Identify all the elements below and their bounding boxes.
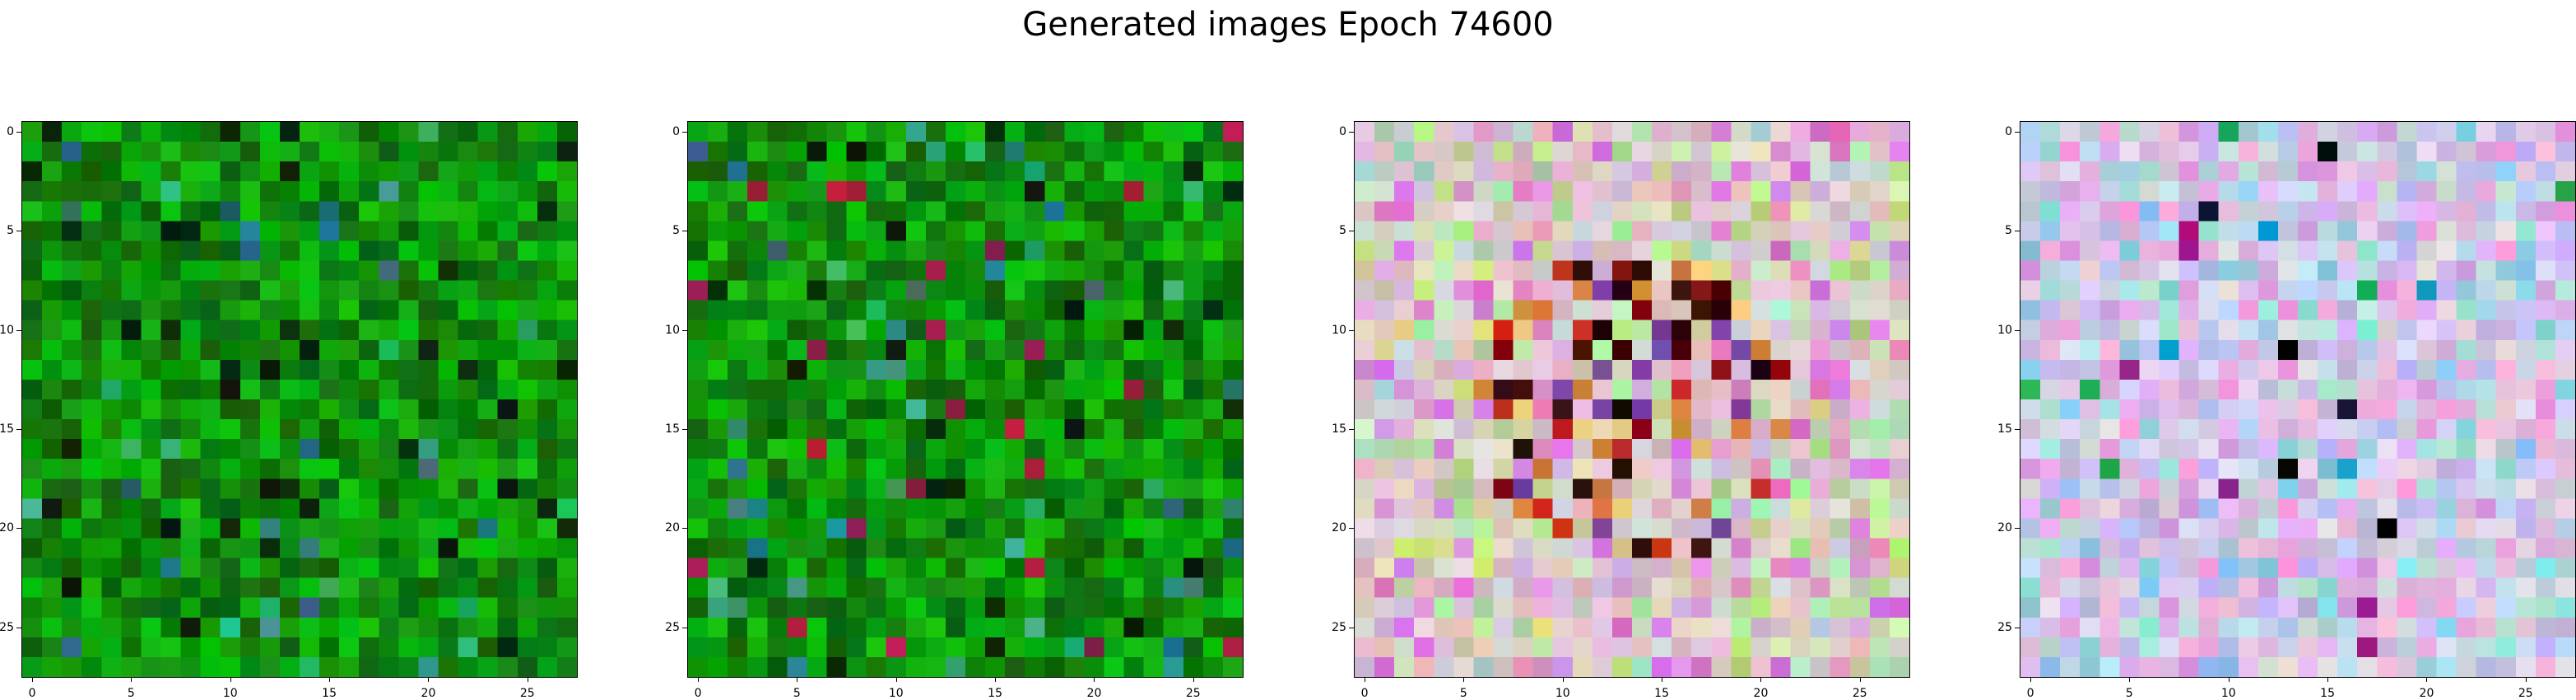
x-tick-label: 20 (1086, 687, 1102, 700)
y-tick-label: 10 (1997, 323, 2012, 337)
x-tick-label: 20 (1753, 687, 1769, 700)
x-tick-label: 5 (2125, 687, 2133, 700)
x-tick-label: 5 (127, 687, 135, 700)
x-tick-label: 15 (1654, 687, 1670, 700)
y-tick-label: 20 (1997, 521, 2012, 535)
y-tick-label: 15 (1997, 422, 2012, 436)
y-tick-label: 25 (0, 620, 14, 634)
x-tick-label: 0 (694, 687, 702, 700)
x-tick-mark (1760, 677, 1762, 682)
generated-image-panel-4: 0 0 5 5 10 10 15 15 20 20 25 25 (1997, 121, 2576, 699)
x-tick-mark (329, 677, 331, 682)
x-tick-label: 25 (519, 687, 535, 700)
x-tick-mark (1859, 677, 1861, 682)
x-tick-mark (2228, 677, 2230, 682)
y-tick-label: 5 (7, 224, 14, 238)
x-tick-label: 5 (1459, 687, 1467, 700)
figure-title: Generated images Epoch 74600 (1022, 6, 1554, 44)
y-tick-label: 20 (665, 521, 680, 535)
y-tick-label: 15 (1332, 422, 1346, 436)
x-tick-mark (230, 677, 231, 682)
x-tick-mark (1562, 677, 1564, 682)
y-tick-label: 10 (1332, 323, 1346, 337)
x-tick-mark (1463, 677, 1465, 682)
y-tick-mark (16, 528, 21, 530)
y-tick-label: 25 (1332, 620, 1346, 634)
x-tick-mark (428, 677, 430, 682)
y-tick-label: 5 (1339, 224, 1346, 238)
x-tick-mark (2327, 677, 2329, 682)
x-tick-mark (2030, 677, 2032, 682)
x-tick-mark (895, 677, 897, 682)
y-tick-mark (682, 429, 687, 431)
x-tick-label: 10 (222, 687, 238, 700)
x-tick-label: 20 (2419, 687, 2434, 700)
generated-image-1 (22, 122, 577, 677)
y-tick-label: 5 (2005, 224, 2012, 238)
x-tick-label: 10 (888, 687, 904, 700)
y-tick-label: 0 (1339, 125, 1346, 139)
y-tick-label: 15 (665, 422, 680, 436)
y-tick-mark (682, 528, 687, 530)
y-tick-mark (16, 329, 21, 331)
x-tick-label: 15 (322, 687, 337, 700)
x-tick-mark (995, 677, 997, 682)
x-tick-label: 0 (1360, 687, 1369, 700)
x-tick-label: 25 (1185, 687, 1201, 700)
generated-image-4 (2020, 122, 2575, 677)
y-tick-label: 10 (665, 323, 680, 337)
y-tick-mark (16, 429, 21, 431)
x-tick-label: 25 (2518, 687, 2533, 700)
x-tick-label: 20 (421, 687, 436, 700)
x-tick-mark (2525, 677, 2527, 682)
y-tick-label: 15 (0, 422, 14, 436)
y-tick-mark (2015, 132, 2020, 133)
y-tick-label: 5 (672, 224, 680, 238)
x-tick-mark (2129, 677, 2131, 682)
y-tick-mark (1349, 429, 1354, 431)
y-tick-label: 20 (0, 521, 14, 535)
y-tick-mark (682, 329, 687, 331)
y-tick-mark (1349, 528, 1354, 530)
y-tick-mark (1349, 329, 1354, 331)
x-tick-mark (698, 677, 700, 682)
generated-image-panel-2: 0 0 5 5 10 10 15 15 20 20 25 25 (665, 121, 1244, 699)
x-tick-label: 5 (793, 687, 801, 700)
x-tick-mark (2426, 677, 2428, 682)
y-tick-label: 0 (672, 125, 680, 139)
x-tick-mark (1094, 677, 1095, 682)
x-tick-mark (1193, 677, 1194, 682)
y-tick-label: 0 (2005, 125, 2012, 139)
y-tick-mark (2015, 329, 2020, 331)
x-tick-label: 10 (1555, 687, 1570, 700)
generated-image-3 (1355, 122, 1909, 677)
x-tick-label: 25 (1852, 687, 1867, 700)
y-tick-mark (16, 132, 21, 133)
y-tick-mark (2015, 429, 2020, 431)
x-tick-label: 15 (988, 687, 1003, 700)
y-tick-label: 25 (1997, 620, 2012, 634)
x-tick-mark (32, 677, 34, 682)
x-tick-label: 0 (28, 687, 36, 700)
y-tick-mark (2015, 528, 2020, 530)
y-tick-mark (682, 132, 687, 133)
x-tick-label: 15 (2320, 687, 2336, 700)
x-tick-label: 10 (2220, 687, 2236, 700)
y-tick-label: 0 (7, 125, 14, 139)
generated-image-2 (688, 122, 1243, 677)
x-tick-label: 0 (2026, 687, 2034, 700)
y-tick-label: 10 (0, 323, 14, 337)
generated-image-panel-3: 0 0 5 5 10 10 15 15 20 20 25 25 (1332, 121, 1910, 699)
y-tick-label: 25 (665, 620, 680, 634)
x-tick-mark (131, 677, 133, 682)
y-tick-mark (1349, 132, 1354, 133)
generated-image-panel-1: 0 0 5 5 10 10 15 15 20 20 25 25 (0, 121, 578, 699)
y-tick-label: 20 (1332, 521, 1346, 535)
